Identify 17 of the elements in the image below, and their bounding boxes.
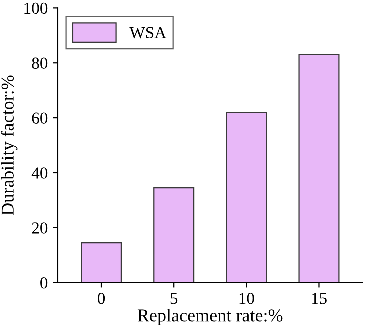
bar xyxy=(226,112,268,283)
x-axis-title: Replacement rate:% xyxy=(138,309,283,326)
legend-label: WSA xyxy=(130,27,167,39)
y-tick-label: 80 xyxy=(32,58,48,70)
y-axis-title: Durability factor:% xyxy=(1,76,18,216)
y-tick-label: 0 xyxy=(40,278,48,289)
x-tick-label: 5 xyxy=(170,293,178,304)
bar xyxy=(81,242,122,283)
x-tick-label: 0 xyxy=(98,293,106,304)
y-tick-label: 100 xyxy=(24,2,48,14)
bar xyxy=(154,188,195,283)
y-tick-label: 40 xyxy=(32,168,48,179)
bar xyxy=(298,54,340,283)
x-tick-label: 10 xyxy=(240,293,254,304)
x-tick-label: 15 xyxy=(312,293,327,304)
y-tick-label: 60 xyxy=(32,112,48,124)
y-tick-label: 20 xyxy=(32,222,48,234)
